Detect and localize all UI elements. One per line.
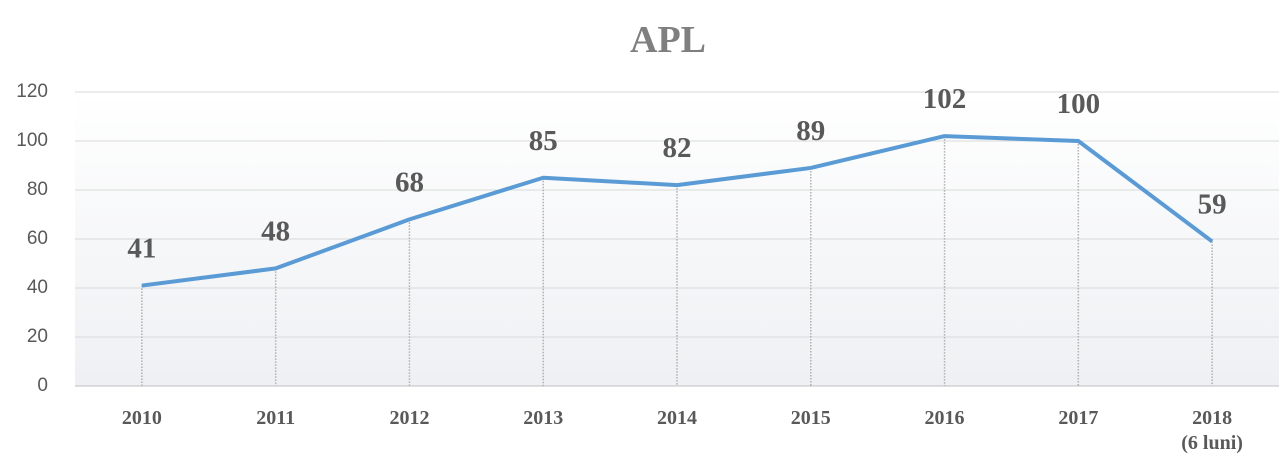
series-line — [141, 134, 1214, 288]
x-tick-label: 2013 — [523, 407, 563, 429]
y-tick-label: 40 — [27, 277, 48, 298]
x-tick-label: 2012 — [389, 407, 429, 429]
y-tick-label: 60 — [27, 228, 48, 249]
x-tick-label: 2017 — [1058, 407, 1098, 429]
x-tick-label: 2011 — [256, 407, 295, 429]
y-tick-label: 120 — [16, 81, 48, 102]
x-tick-label: 2010 — [122, 407, 162, 429]
data-label: 82 — [663, 132, 692, 164]
y-tick-label: 80 — [27, 179, 48, 200]
data-label: 59 — [1198, 188, 1227, 220]
y-tick-label: 100 — [16, 130, 48, 151]
chart-title: APL — [630, 19, 706, 61]
data-label: 48 — [261, 215, 290, 247]
data-label: 102 — [923, 83, 967, 115]
x-tick-label: 2014 — [657, 407, 697, 429]
data-label: 85 — [529, 125, 558, 157]
data-label: 100 — [1057, 88, 1101, 120]
x-tick-label: 2016 — [925, 407, 965, 429]
y-tick-label: 0 — [37, 375, 48, 396]
x-tick-label: 2015 — [791, 407, 831, 429]
data-label: 89 — [796, 115, 825, 147]
data-label: 41 — [127, 233, 156, 265]
y-tick-label: 20 — [27, 326, 48, 347]
x-tick-label: 2018 (6 luni) — [1181, 407, 1243, 454]
data-label: 68 — [395, 166, 424, 198]
